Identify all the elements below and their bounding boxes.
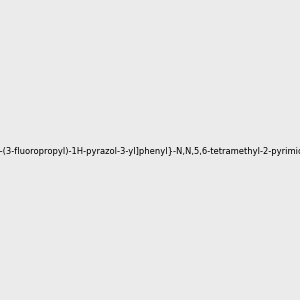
- Text: 4-{3-[1-(3-fluoropropyl)-1H-pyrazol-3-yl]phenyl}-N,N,5,6-tetramethyl-2-pyrimidin: 4-{3-[1-(3-fluoropropyl)-1H-pyrazol-3-yl…: [0, 147, 300, 156]
